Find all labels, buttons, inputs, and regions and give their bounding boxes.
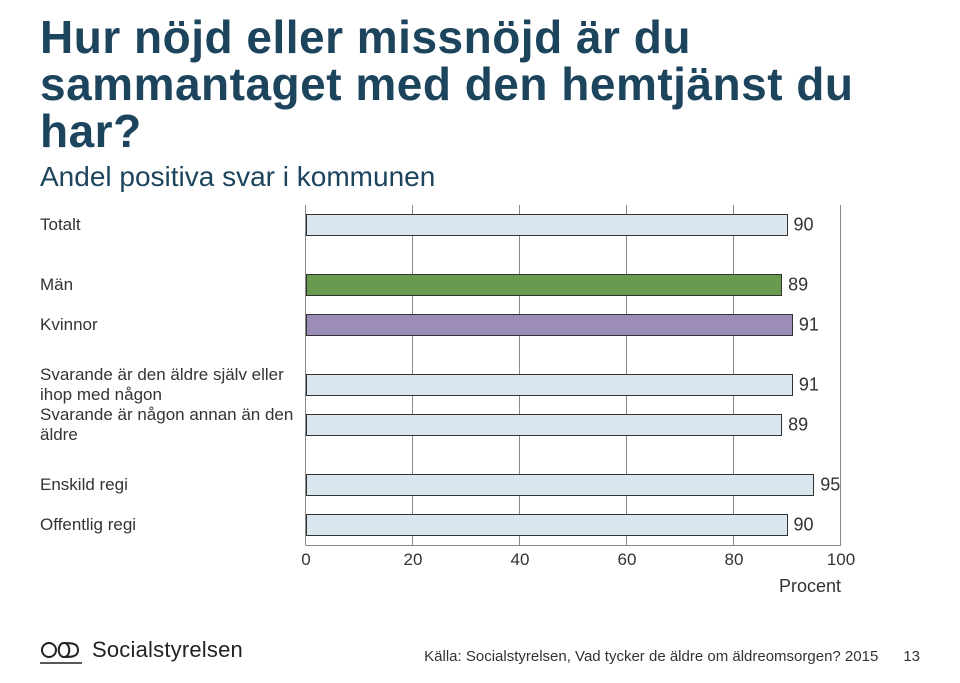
chart-bar: [306, 474, 814, 496]
bar-value: 91: [799, 374, 819, 395]
chart-bar: [306, 274, 782, 296]
x-tick: 0: [301, 550, 310, 570]
bar-label: Svarande är den äldre själv eller ihop m…: [40, 365, 305, 404]
bar-value: 90: [794, 514, 814, 535]
bar-label: Enskild regi: [40, 475, 305, 495]
logo-block: Socialstyrelsen: [40, 635, 243, 665]
chart-bar: [306, 514, 788, 536]
bar-value: 95: [820, 474, 840, 495]
socialstyrelsen-logo-icon: [40, 635, 82, 665]
chart-bar: [306, 414, 782, 436]
x-tick: 100: [827, 550, 855, 570]
source-text: Källa: Socialstyrelsen, Vad tycker de äl…: [424, 648, 920, 665]
x-tick: 40: [511, 550, 530, 570]
x-axis-title: Procent: [305, 576, 841, 600]
bar-label: Totalt: [40, 215, 305, 235]
source-label: Källa: Socialstyrelsen, Vad tycker de äl…: [424, 648, 878, 665]
chart-bar: [306, 314, 793, 336]
page-subtitle: Andel positiva svar i kommunen: [40, 161, 920, 193]
bar-chart: Totalt 90 Män 89 Kvinnor 91 Svarande är den äl…: [40, 205, 920, 600]
page-number: 13: [903, 648, 920, 665]
x-tick: 60: [618, 550, 637, 570]
bar-label: Män: [40, 275, 305, 295]
bar-label: Svarande är någon annan än den äldre: [40, 405, 305, 444]
chart-bar: [306, 214, 788, 236]
page-title: Hur nöjd eller missnöjd är du sammantage…: [40, 14, 920, 155]
bar-value: 90: [794, 214, 814, 235]
bar-value: 89: [788, 414, 808, 435]
chart-bar: [306, 374, 793, 396]
logo-text: Socialstyrelsen: [92, 637, 243, 663]
bar-value: 89: [788, 274, 808, 295]
x-tick: 80: [725, 550, 744, 570]
bar-label: Offentlig regi: [40, 515, 305, 535]
x-tick: 20: [404, 550, 423, 570]
bar-label: Kvinnor: [40, 315, 305, 335]
bar-value: 91: [799, 314, 819, 335]
